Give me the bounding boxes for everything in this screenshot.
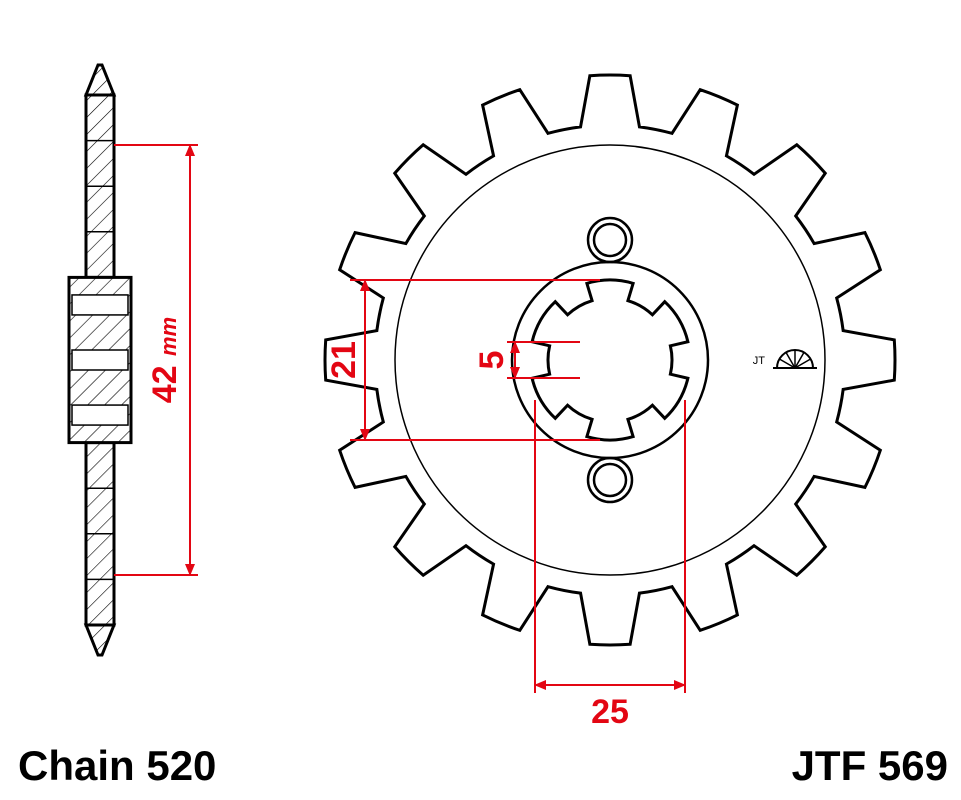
- dim-25: 25: [591, 693, 629, 731]
- dim-42: 42 mm: [146, 317, 184, 403]
- dim-21: 21: [325, 341, 363, 379]
- spline-bore: [532, 280, 688, 440]
- dim-5: 5: [473, 351, 511, 370]
- part-number: JTF 569: [792, 742, 948, 789]
- chain-label: Chain 520: [18, 742, 216, 789]
- svg-text:JT: JT: [753, 355, 766, 367]
- sprocket-front: JT 21 5 25: [325, 75, 895, 731]
- side-cross-section: 42 mm: [69, 65, 198, 655]
